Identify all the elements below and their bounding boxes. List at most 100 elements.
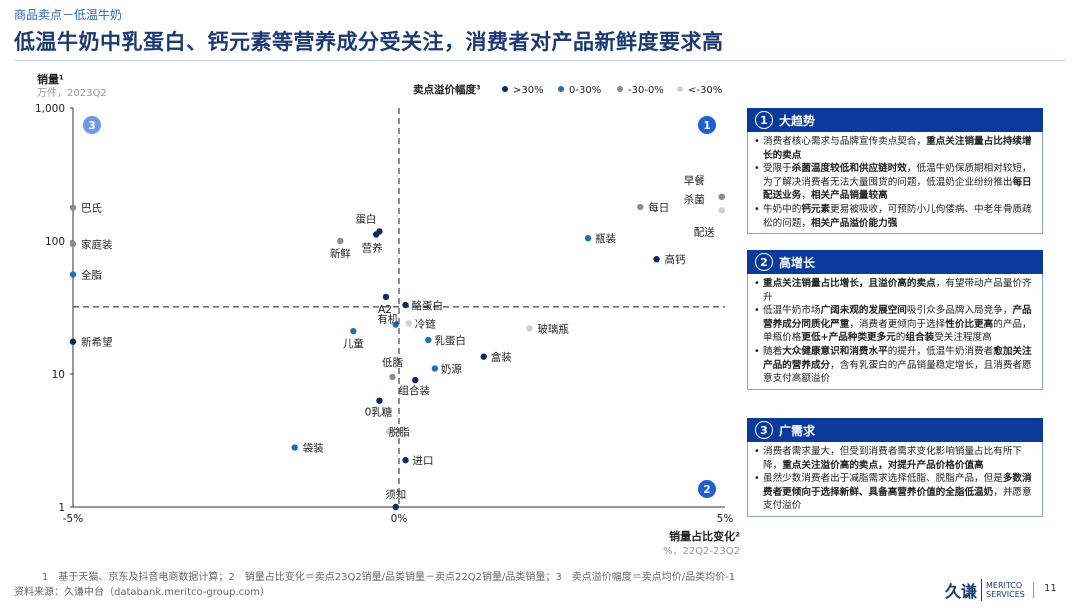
point-label-19: 乳蛋白 bbox=[434, 334, 466, 347]
point-label-25: 0乳糖 bbox=[365, 406, 393, 419]
point-label-7: 巴氏 bbox=[81, 203, 102, 215]
bullet-point: 受限于杀菌温度较低和供应链时效，低温牛奶保质期相对较短，为了解决消费者无法大量囤… bbox=[754, 162, 1036, 203]
quadrant-badge bbox=[698, 116, 716, 134]
section-title: 高增长 bbox=[779, 255, 816, 270]
breadcrumb: 商品卖点－低温牛奶 bbox=[14, 8, 123, 22]
point-22 bbox=[431, 365, 439, 372]
point-15 bbox=[402, 301, 409, 309]
point-label-1: 早餐 bbox=[684, 174, 705, 187]
section-1-content: 消费者核心需求与品牌宣传卖点契合，重点关注销量占比持续增长的卖点受限于杀菌温度较… bbox=[747, 132, 1043, 235]
bullet-point: 随着大众健康意识和消费水平的提升，低温牛奶消费者愈加关注产品的营养成分，含有乳蛋… bbox=[754, 345, 1036, 386]
bullet-point: 牛奶中的钙元素更易被吸收，可预防小儿佝偻病、中老年骨质疏松的问题，相关产品溢价能… bbox=[754, 203, 1036, 230]
point-21 bbox=[480, 353, 487, 360]
bullet-emphasis: 相关产品溢价能力强 bbox=[810, 217, 898, 229]
y-tick-label: 10 bbox=[52, 369, 65, 381]
point-label-14: A2 bbox=[378, 304, 392, 316]
point-label-28: 进口 bbox=[413, 455, 434, 467]
logo-en-line2: SERVICES bbox=[986, 590, 1025, 599]
point-label-8: 家庭装 bbox=[81, 238, 113, 251]
logo-en: MERITCO SERVICES bbox=[986, 581, 1025, 599]
point-label-26: 脱脂 bbox=[389, 425, 410, 438]
bullet-emphasis: 组合装 bbox=[905, 332, 935, 344]
bullet-text: ，消费者更倾向于选择 bbox=[849, 318, 946, 330]
section-2: 2 高增长重点关注销量占比增长，且溢价高的卖点，有望带动产品量价齐升低温牛奶市场广… bbox=[747, 250, 1043, 390]
quadrant-badge bbox=[698, 480, 716, 498]
point-label-9: 全脂 bbox=[81, 268, 102, 281]
bullet-text: ， bbox=[801, 190, 811, 202]
quadrant-badge-label: 3 bbox=[88, 120, 95, 132]
bullet-text: 的产品，单瓶价格 bbox=[763, 318, 1032, 344]
legend-title: 卖点溢价幅度³ bbox=[413, 83, 481, 96]
bullet-text: 受限于 bbox=[763, 163, 792, 175]
section-3-header: 3 广需求 bbox=[747, 418, 1043, 442]
bullet-emphasis: 大众健康意识和消费水平 bbox=[782, 345, 888, 357]
bullet-emphasis: 重点关注销量占比持续增长的卖点 bbox=[763, 136, 1032, 161]
bullet-emphasis: 钙元素 bbox=[801, 203, 831, 215]
quadrant-badge-label: 1 bbox=[703, 120, 710, 132]
point-5 bbox=[584, 234, 592, 242]
legend-marker bbox=[558, 86, 564, 92]
section-1: 1 大趋势消费者核心需求与品牌宣传卖点契合，重点关注销量占比持续增长的卖点受限于杀… bbox=[747, 108, 1043, 235]
section-title: 广需求 bbox=[779, 423, 816, 438]
bullet-emphasis: 重点关注溢价高的卖点，对提升产品价格价值高 bbox=[782, 459, 984, 471]
bullet-point: 消费者核心需求与品牌宣传卖点契合，重点关注销量占比持续增长的卖点 bbox=[754, 135, 1036, 162]
bullet-text: ，并愿意支付溢价 bbox=[763, 486, 1032, 512]
x-axis-title: 销量占比变化² bbox=[669, 529, 740, 543]
bullet-emphasis: 杀菌温度较低和供应链时效 bbox=[791, 163, 907, 175]
point-4 bbox=[637, 203, 644, 211]
point-14 bbox=[382, 293, 390, 301]
y-axis-title: 销量¹ bbox=[37, 72, 64, 86]
section-2-header: 2 高增长 bbox=[747, 250, 1043, 274]
bullet-emphasis: 相关产品销量较高 bbox=[810, 190, 888, 202]
point-23 bbox=[389, 373, 396, 381]
section-number-badge: 2 bbox=[755, 253, 773, 271]
point-9 bbox=[69, 271, 77, 278]
company-logo: 久谦 MERITCO SERVICES bbox=[945, 578, 1025, 602]
point-label-5: 瓶装 bbox=[595, 232, 616, 245]
point-label-15: 酪蛋白 bbox=[412, 299, 444, 312]
point-20 bbox=[526, 325, 533, 332]
point-label-20: 玻璃瓶 bbox=[537, 322, 569, 335]
point-26 bbox=[386, 428, 393, 435]
point-16 bbox=[405, 320, 412, 327]
legend-marker bbox=[502, 86, 508, 92]
x-tick-label: -5% bbox=[63, 513, 83, 525]
bullet-text: 牛奶中的 bbox=[763, 203, 802, 215]
bullet-point: 虽然少数消费者出于减脂需求选择低脂、脱脂产品，但是多数消费者更倾向于选择新鲜、具… bbox=[754, 472, 1036, 513]
quadrant-badge-label: 2 bbox=[703, 484, 710, 496]
point-8 bbox=[69, 240, 77, 248]
y-tick-label: 100 bbox=[45, 236, 65, 248]
point-label-11: 蛋白 bbox=[355, 212, 376, 225]
title-divider bbox=[14, 60, 1066, 61]
section-title: 大趋势 bbox=[779, 113, 816, 128]
point-label-13: 新鲜 bbox=[330, 247, 351, 260]
bullet-point: 重点关注销量占比增长，且溢价高的卖点，有望带动产品量价齐升 bbox=[754, 277, 1036, 304]
point-24 bbox=[412, 376, 419, 384]
point-12 bbox=[372, 231, 380, 238]
point-2 bbox=[718, 193, 725, 200]
point-27 bbox=[291, 444, 298, 451]
section-number-badge: 3 bbox=[755, 421, 773, 439]
bullet-emphasis: 产品营养成分同质化严重 bbox=[763, 305, 1032, 330]
y-tick-label: 1 bbox=[58, 502, 65, 514]
footnote: 1 基于天猫、京东及抖音电商数据计算；2 销量占比变化＝卖点23Q2销量/品类销… bbox=[42, 572, 736, 583]
point-label-18: 儿童 bbox=[343, 337, 364, 350]
bullet-text: ，有望带动产品量价齐升 bbox=[763, 278, 1032, 303]
point-label-27: 袋装 bbox=[303, 442, 324, 455]
bullet-emphasis: 多数消费者更倾向于选择新鲜、具备高营养价值的全脂低温奶 bbox=[763, 473, 1032, 498]
bullet-text: ，低温牛奶保质期相对较短，为了解决消费者无法大量囤货的问题，低温奶企业纷纷推出 bbox=[763, 163, 1032, 188]
legend-label: -30-0% bbox=[628, 85, 664, 96]
point-label-24: 组合装 bbox=[399, 384, 431, 397]
legend-label: <-30% bbox=[688, 85, 722, 96]
bullet-text: 受关注程度高 bbox=[934, 332, 992, 344]
logo-divider bbox=[981, 579, 983, 601]
section-2-content: 重点关注销量占比增长，且溢价高的卖点，有望带动产品量价齐升低温牛奶市场广阔未观的… bbox=[747, 274, 1043, 390]
point-19 bbox=[425, 336, 432, 344]
point-17 bbox=[392, 321, 399, 328]
point-6 bbox=[653, 255, 660, 263]
bullet-text: 更易被吸收，可预防小儿佝偻病、中老年骨质疏松的问题， bbox=[763, 203, 1032, 229]
bullet-text: ，含有乳蛋白的产品销量稳定增长，且消费者愿意支付高额溢价 bbox=[763, 359, 1032, 385]
x-tick-label: 0% bbox=[391, 513, 408, 525]
x-axis-unit: %，22Q2-23Q2 bbox=[663, 546, 740, 557]
